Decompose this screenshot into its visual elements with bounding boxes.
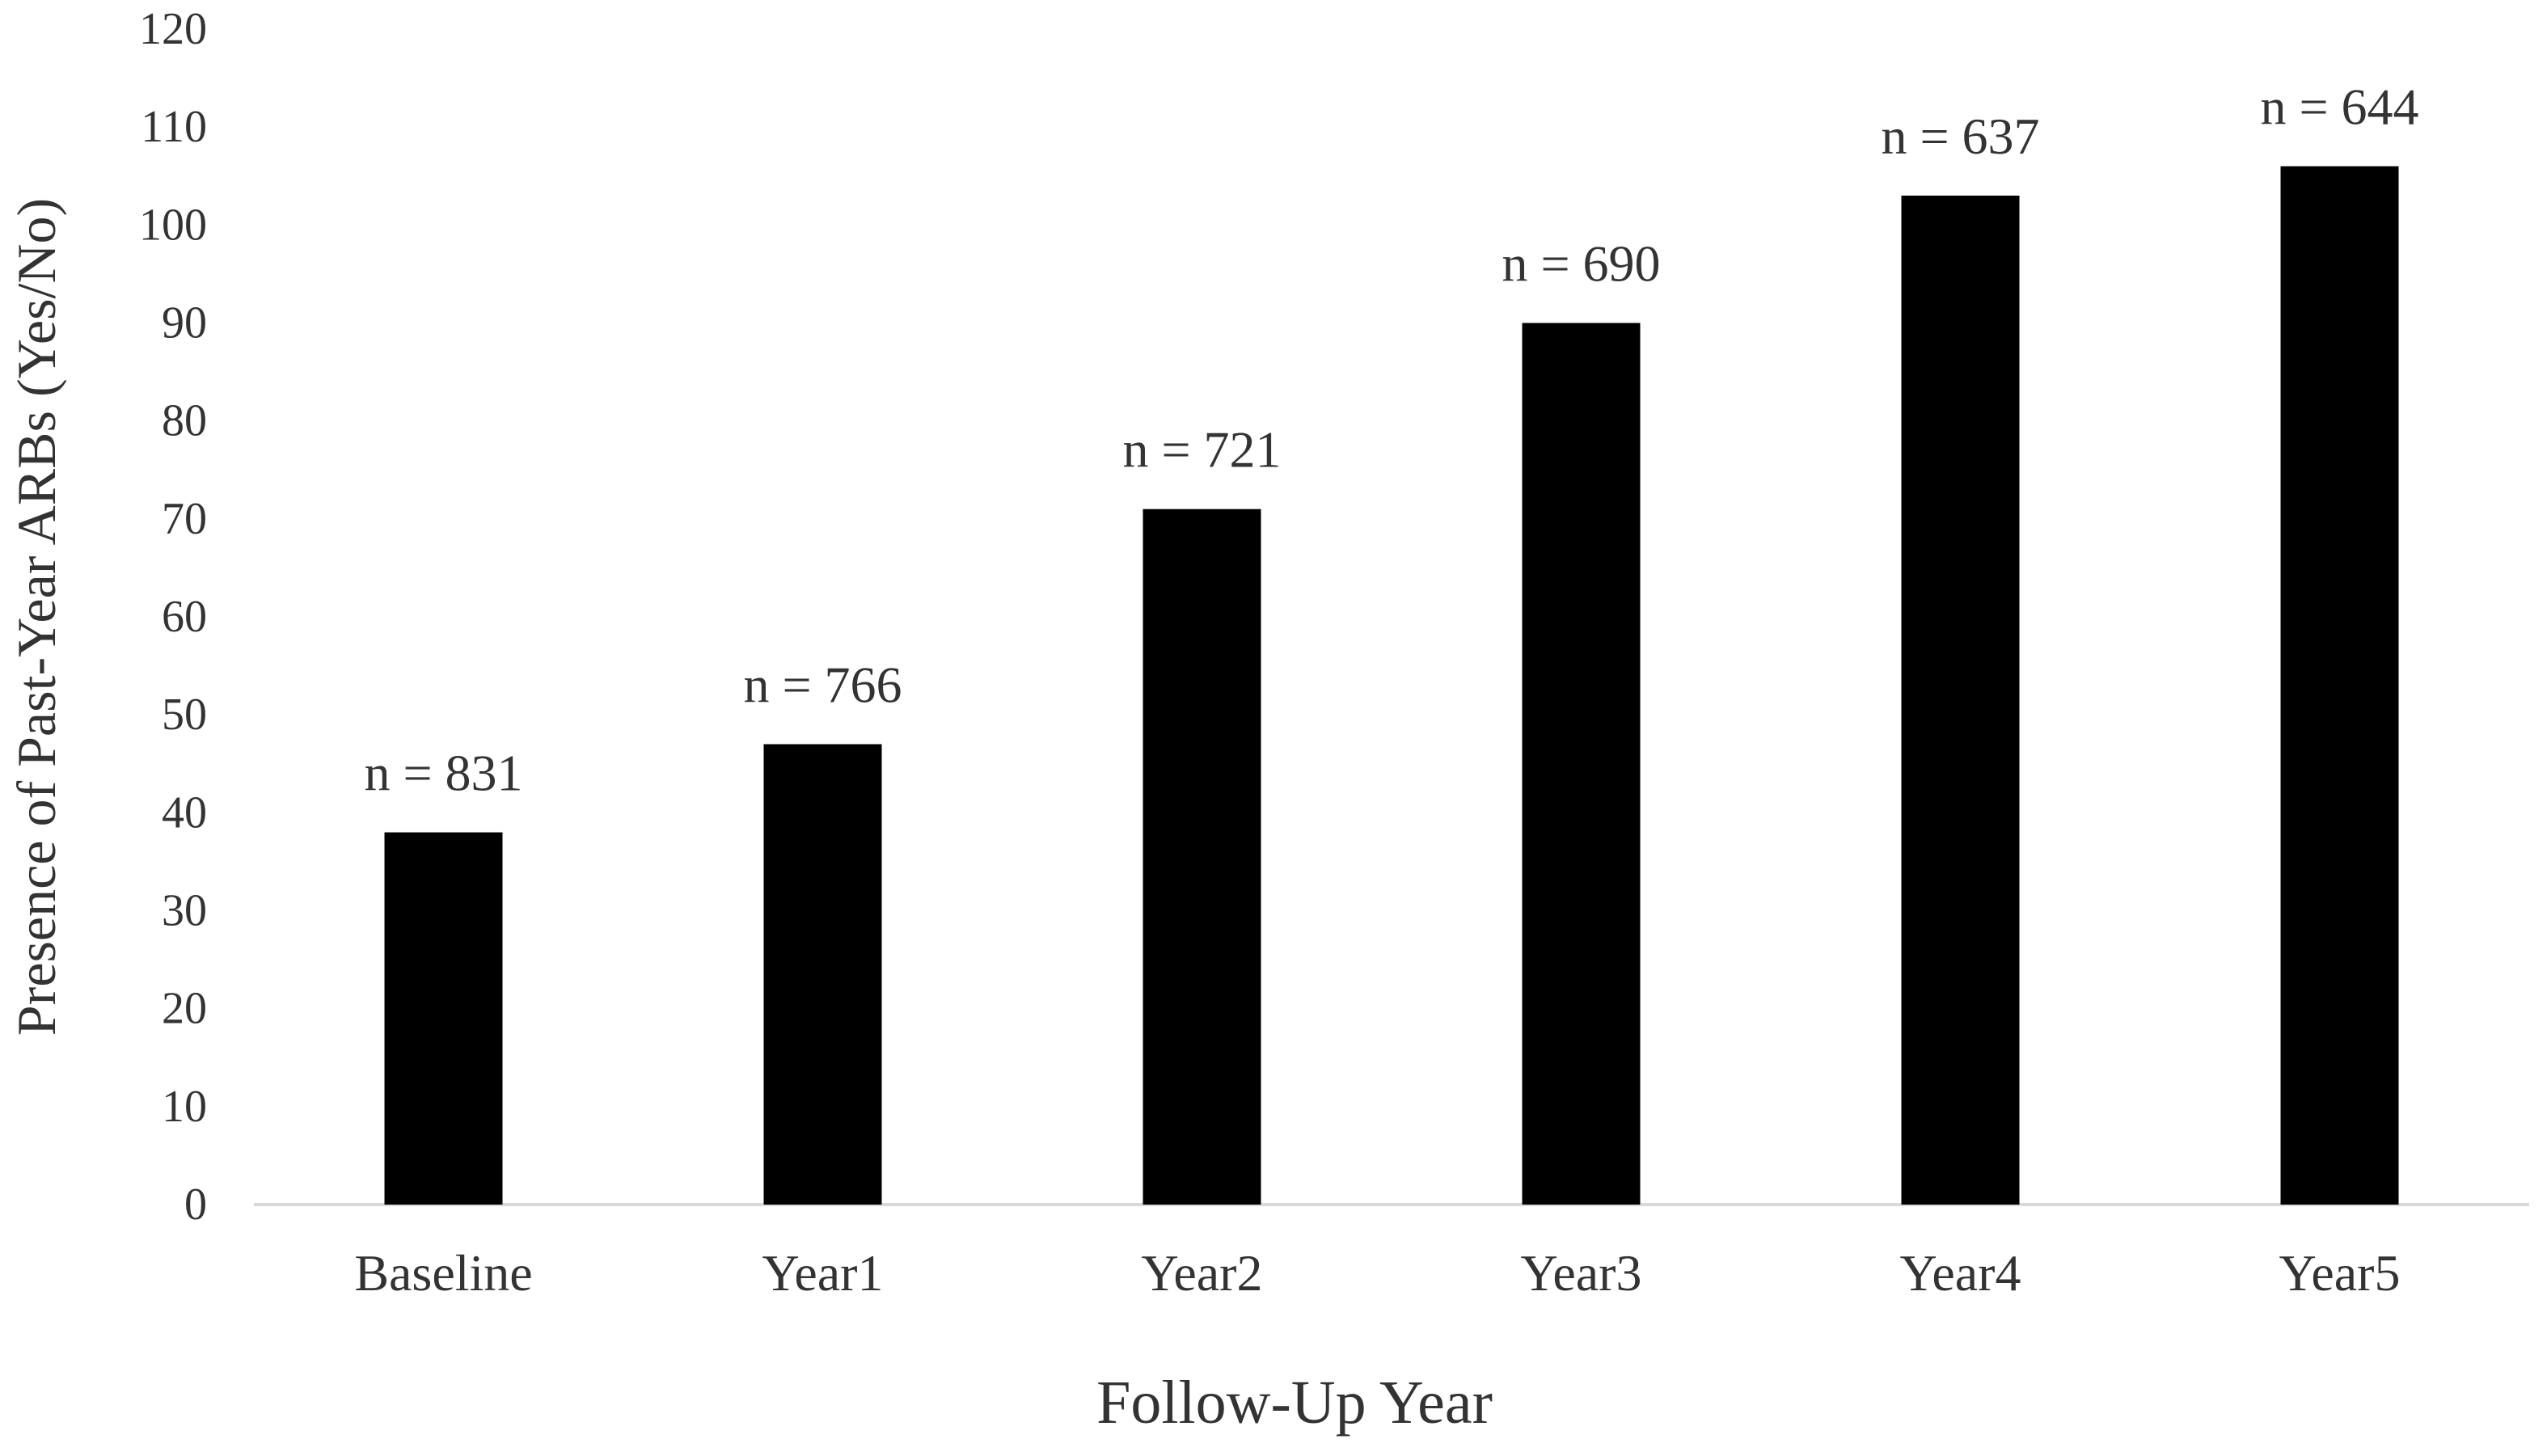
bar	[1901, 195, 2020, 1205]
x-axis-title: Follow-Up Year	[1096, 1369, 1493, 1437]
y-axis-title: Presence of Past-Year ARBs (Yes/No)	[6, 198, 67, 1036]
bar-data-label: n = 766	[743, 656, 902, 714]
y-tick-label: 90	[162, 298, 207, 348]
bar	[384, 832, 503, 1205]
y-tick-label: 20	[162, 984, 207, 1034]
x-tick-label: Year3	[1521, 1244, 1642, 1302]
y-tick-label: 80	[162, 396, 207, 446]
bar-data-label: n = 831	[364, 745, 522, 802]
y-tick-label: 40	[162, 787, 207, 838]
bar-data-label: n = 637	[1881, 108, 2039, 165]
x-tick-label: Year5	[2279, 1244, 2401, 1302]
bar	[1143, 509, 1261, 1205]
bar-data-label: n = 644	[2260, 78, 2418, 136]
x-tick-label: Baseline	[354, 1244, 532, 1302]
y-tick-label: 70	[162, 494, 207, 544]
y-tick-label: 110	[141, 102, 207, 152]
bar	[2280, 166, 2399, 1205]
y-axis-ticks: 0 10 20 30 40 50 60 70 80 90 100 110 120	[139, 4, 207, 1230]
bars	[384, 166, 2399, 1205]
y-tick-label: 60	[162, 592, 207, 642]
x-tick-label: Year4	[1900, 1244, 2021, 1302]
x-tick-label: Year2	[1142, 1244, 1263, 1302]
x-axis-ticks: Baseline Year1 Year2 Year3 Year4 Year5	[354, 1244, 2400, 1302]
y-tick-label: 120	[139, 4, 207, 54]
y-tick-label: 30	[162, 886, 207, 936]
data-labels: n = 831 n = 766 n = 721 n = 690 n = 637 n = 6…	[364, 78, 2418, 802]
y-tick-label: 0	[184, 1180, 207, 1230]
bar-data-label: n = 721	[1122, 421, 1281, 479]
y-tick-label: 10	[162, 1082, 207, 1132]
bar-data-label: n = 690	[1502, 235, 1660, 293]
x-tick-label: Year1	[762, 1244, 884, 1302]
y-tick-label: 50	[162, 690, 207, 740]
bar	[763, 744, 882, 1205]
bar	[1522, 323, 1641, 1205]
y-tick-label: 100	[139, 200, 207, 250]
